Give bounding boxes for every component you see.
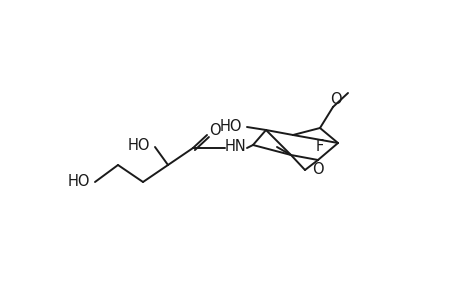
Text: O: O	[311, 161, 323, 176]
Text: HO: HO	[67, 175, 90, 190]
Text: F: F	[315, 139, 324, 154]
Text: HO: HO	[219, 118, 242, 134]
Text: O: O	[330, 92, 341, 106]
Text: O: O	[209, 122, 220, 137]
Text: HO: HO	[128, 137, 150, 152]
Text: HN: HN	[224, 139, 246, 154]
